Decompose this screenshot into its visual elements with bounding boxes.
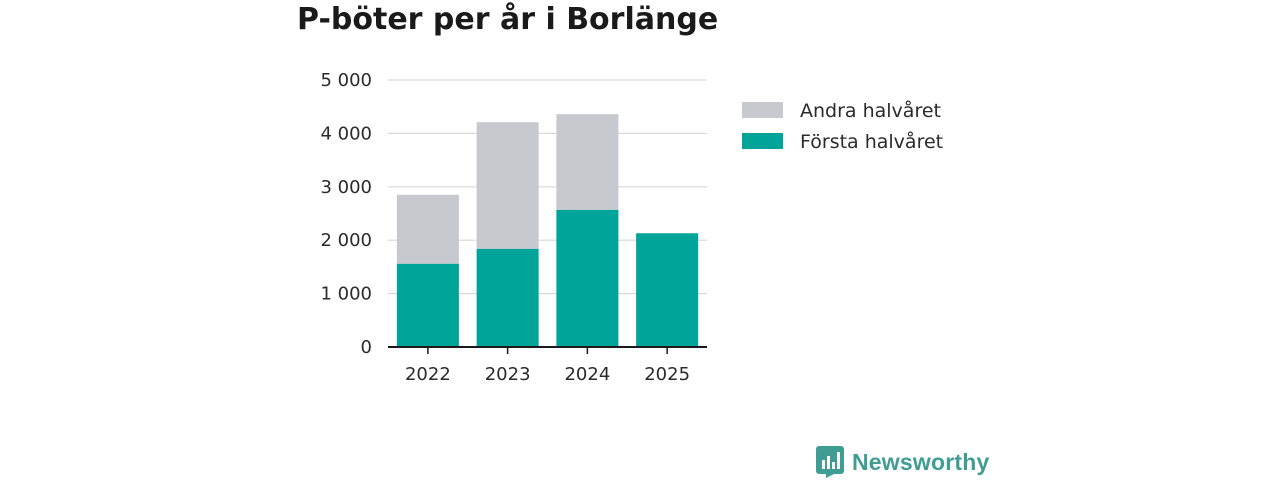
bar-segment: [556, 114, 619, 210]
bar-segment: [396, 194, 459, 264]
legend-label: Första halvåret: [800, 130, 943, 153]
x-tick-label: 2025: [644, 364, 690, 385]
legend-swatch: [742, 133, 783, 149]
y-tick-label: 5 000: [320, 70, 372, 91]
axes: 0 1 000 2 000 3 000 4 000 5 000 2022 2023 2024 20…: [320, 70, 707, 385]
bar-segment: [636, 233, 699, 347]
legend-swatch: [742, 102, 783, 118]
x-tick-label: 2024: [564, 364, 610, 385]
y-tick-label: 3 000: [320, 177, 372, 198]
bar-segment: [396, 263, 459, 347]
brand-name: Newsworthy: [852, 448, 990, 475]
y-tick-label: 0: [361, 337, 372, 358]
bar-segment: [556, 209, 619, 347]
legend-label: Andra halvåret: [800, 99, 941, 122]
bar-chart-logo-icon: [816, 446, 844, 478]
bar-segment: [476, 248, 539, 347]
brand-logo: Newsworthy: [816, 446, 989, 478]
bars: [396, 114, 699, 347]
y-tick-label: 1 000: [320, 284, 372, 305]
chart-title: P-böter per år i Borlänge: [297, 2, 719, 37]
x-tick-label: 2023: [485, 364, 531, 385]
y-tick-label: 4 000: [320, 123, 372, 144]
bar-segment: [476, 122, 539, 249]
legend: Andra halvåret Första halvåret: [742, 99, 943, 153]
x-tick-label: 2022: [405, 364, 451, 385]
y-tick-label: 2 000: [320, 230, 372, 251]
